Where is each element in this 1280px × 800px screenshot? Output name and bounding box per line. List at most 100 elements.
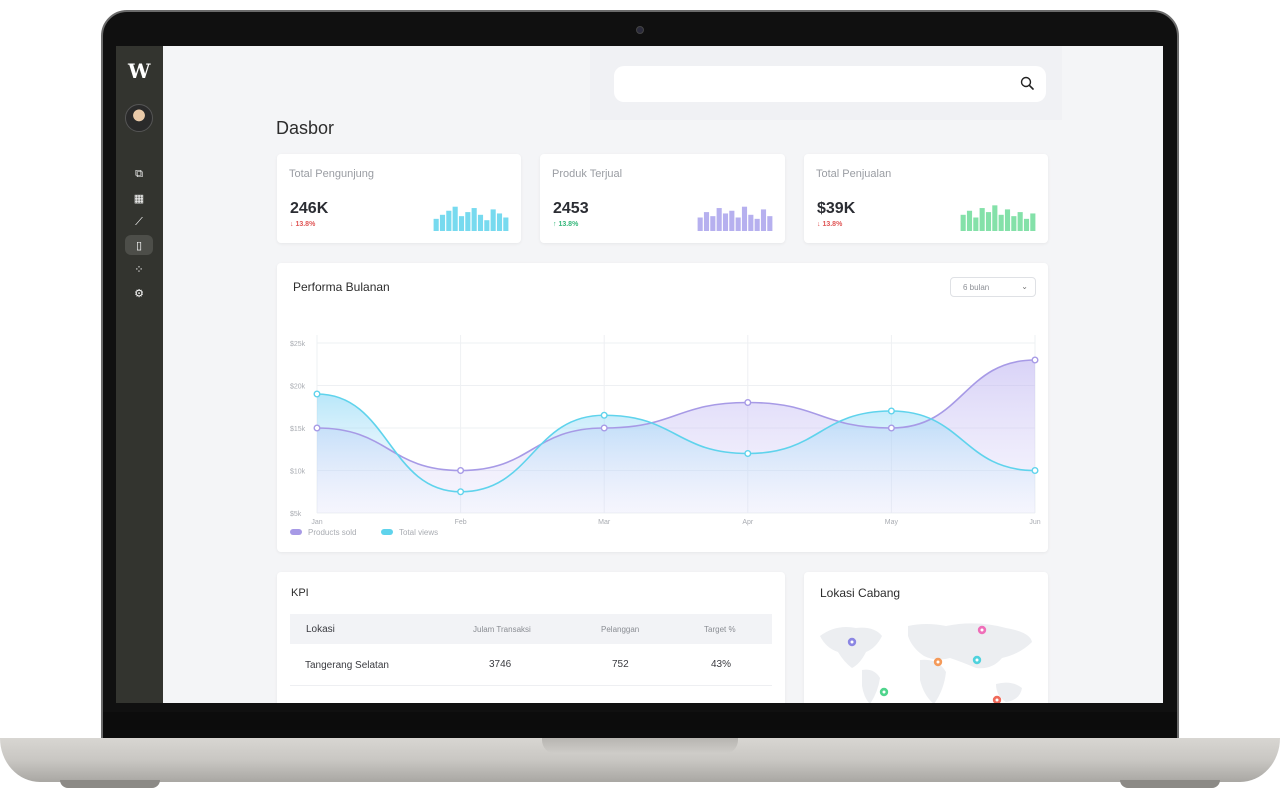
search-input[interactable] [614,66,1046,102]
chart-title: Performa Bulanan [293,280,390,294]
mini-bar [992,205,998,231]
table-cell: 3746 [489,659,512,670]
data-point[interactable] [1031,356,1039,364]
world-map[interactable] [816,618,1036,703]
mini-bar [710,216,716,231]
stat-card-products: Produk Terjual 2453 ↑ 13.8% [540,154,785,243]
x-tick-label: Apr [742,519,754,526]
data-point[interactable] [313,424,321,432]
table-cell: Tangerang Selatan [305,660,389,671]
data-point[interactable] [887,424,895,432]
map-title: Lokasi Cabang [820,586,901,600]
y-tick-label: $20k [290,384,306,391]
mini-bar [985,212,992,231]
table-row[interactable]: Tangerang Selatan 3746 752 43% [290,648,772,686]
mini-bar [754,218,760,231]
y-tick-label: $5k [290,511,302,518]
settings-icon: ⚙ [134,287,144,300]
nav-settings-icon[interactable]: ⚙ [125,283,153,303]
mini-bar [973,217,979,231]
data-point[interactable] [313,390,321,398]
nav-layers-icon[interactable]: ⧉ [125,164,153,184]
range-select-value: 6 bulan [963,283,990,292]
stat-label: Total Penjualan [816,168,892,180]
mini-bar [748,214,754,231]
column-header: Lokasi [306,624,335,635]
nav-apps-icon[interactable]: ⁘ [125,259,153,279]
data-point[interactable] [600,411,608,419]
y-tick-label: $25k [290,341,306,348]
nav-line-chart-icon[interactable]: ⟋ [125,212,153,232]
mini-bar [452,206,458,231]
search-icon[interactable] [1020,76,1034,90]
x-tick-label: Mar [598,519,611,526]
range-select[interactable]: 6 bulan ⌄ [950,277,1036,297]
mini-bar [1030,213,1036,231]
chevron-down-icon: ⌄ [1021,282,1028,291]
mini-bar [716,208,722,231]
page-title: Dasbor [276,118,335,138]
mini-bar [741,206,748,231]
mini-bar [484,220,490,231]
mini-bar [471,208,477,231]
mini-bar [1011,216,1017,231]
apps-icon: ⁘ [134,263,144,276]
x-tick-label: May [885,519,899,526]
mini-bar [458,216,465,231]
brand-logo[interactable]: W [128,59,151,83]
mini-bar [722,213,729,231]
kpi-title: KPI [291,587,309,599]
series-line [316,359,1036,472]
x-tick-label: Jan [311,519,322,526]
mini-bar [697,217,703,231]
map-pin-dot [995,698,999,702]
mini-bar [966,210,973,231]
x-tick-label: Feb [455,519,467,526]
mini-bar [1017,212,1023,231]
mini-bar-chart [960,205,1036,231]
mini-bar [496,213,503,231]
laptop-notch [542,738,738,754]
avatar[interactable] [125,104,153,132]
legend-label: Total views [399,528,438,537]
data-point[interactable] [1031,466,1039,474]
nav-grid-icon[interactable]: ▦ [125,188,153,208]
map-pin-dot [882,690,886,694]
mini-bar [960,214,966,231]
data-point[interactable] [744,449,752,457]
stat-card-visitors: Total Pengunjung 246K ↓ 13.8% [277,154,521,243]
mini-bar [465,212,471,231]
legend-swatch [381,529,393,535]
mini-bar [760,209,767,231]
mini-bar [490,209,496,231]
data-point[interactable] [887,407,895,415]
mini-bar-chart [433,206,509,231]
data-point[interactable] [744,398,752,406]
mini-bar [998,214,1004,231]
table-cell: 43% [711,659,732,670]
mini-bar-chart [697,206,773,231]
mini-bar [729,210,735,231]
nav-sidebar-panel-icon[interactable]: ▯ [125,235,153,255]
data-point[interactable] [457,488,465,496]
sidebar-panel-icon: ▯ [135,239,143,252]
stat-change: ↓ 13.8% [290,221,316,228]
laptop-foot [60,780,160,788]
legend-swatch [290,529,302,535]
mini-bar [767,216,773,231]
column-header: Target % [704,625,736,634]
data-point[interactable] [600,424,608,432]
data-point[interactable] [457,466,465,474]
line-chart-icon: ⟋ [135,215,143,228]
stat-value: 246K [290,200,329,217]
column-header: Julam Transaksi [473,625,531,634]
stat-change: ↑ 13.8% [553,221,579,228]
grid-icon: ▦ [133,192,145,205]
stat-label: Produk Terjual [552,168,623,180]
mini-bar [477,214,484,231]
stat-label: Total Pengunjung [289,168,375,180]
mini-bar [735,217,741,231]
table-cell: 752 [612,659,629,670]
sidebar: W ⧉ ▦ ⟋ ▯ ⁘ ⚙ [116,46,163,703]
